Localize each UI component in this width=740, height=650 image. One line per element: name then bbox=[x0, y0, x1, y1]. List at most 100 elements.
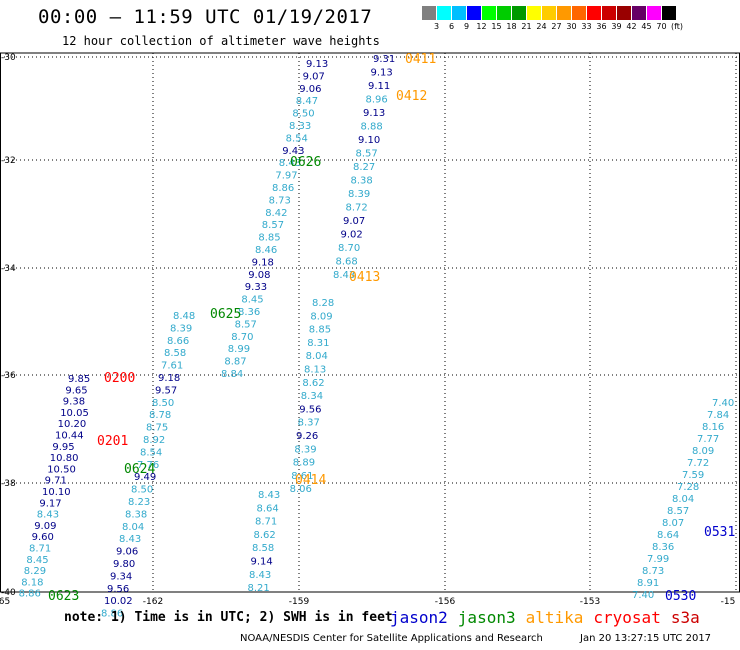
wave-height-value: 8.27 bbox=[353, 162, 375, 173]
wave-height-value: 8.18 bbox=[21, 577, 43, 588]
wave-height-value: 8.04 bbox=[122, 522, 144, 533]
wave-height-value: 8.31 bbox=[307, 338, 329, 349]
wave-height-value: 8.86 bbox=[101, 609, 123, 620]
scale-unit: (ft) bbox=[671, 22, 684, 31]
scale-swatch bbox=[452, 6, 467, 20]
x-tick-label: -165 bbox=[0, 597, 10, 607]
wave-height-value: 8.29 bbox=[24, 566, 46, 577]
scale-tick: 39 bbox=[611, 22, 622, 31]
y-tick-label: -34 bbox=[1, 264, 16, 274]
wave-height-value: 8.09 bbox=[692, 446, 714, 457]
wave-height-value: 8.36 bbox=[238, 307, 260, 318]
wave-height-value: 9.49 bbox=[134, 472, 156, 483]
y-tick-label: -32 bbox=[1, 156, 16, 166]
wave-height-value: 8.38 bbox=[351, 176, 373, 187]
wave-height-value: 8.16 bbox=[702, 422, 724, 433]
wave-height-value: 8.38 bbox=[125, 509, 147, 520]
scale-swatch bbox=[527, 6, 542, 20]
wave-height-value: 9.65 bbox=[65, 385, 87, 396]
wave-height-value: 8.04 bbox=[306, 351, 328, 362]
wave-height-value: 9.02 bbox=[341, 230, 363, 241]
wave-height-value: 8.28 bbox=[312, 298, 334, 309]
wave-height-value: 9.33 bbox=[245, 282, 267, 293]
wave-height-value: 8.34 bbox=[301, 391, 323, 402]
wave-height-value: 8.85 bbox=[309, 325, 331, 336]
wave-height-value: 8.64 bbox=[657, 530, 679, 541]
wave-height-value: 8.33 bbox=[289, 121, 311, 132]
wave-height-value: 8.21 bbox=[248, 583, 270, 594]
track-id-label: 0531 bbox=[704, 525, 735, 540]
scale-swatch bbox=[422, 6, 437, 20]
wave-height-value: 9.07 bbox=[303, 71, 325, 82]
wave-height-value: 8.50 bbox=[131, 485, 153, 496]
x-tick-label: -156 bbox=[435, 597, 456, 607]
scale-swatch bbox=[467, 6, 482, 20]
wave-height-value: 9.43 bbox=[282, 146, 304, 157]
wave-height-value: 8.87 bbox=[224, 357, 246, 368]
wave-height-value: 8.48 bbox=[173, 311, 195, 322]
wave-height-value: 8.37 bbox=[298, 418, 320, 429]
wave-height-value: 9.07 bbox=[343, 216, 365, 227]
wave-height-value: 9.13 bbox=[371, 68, 393, 79]
scale-tick: 3 bbox=[433, 22, 440, 31]
wave-height-value: 8.43 bbox=[37, 510, 59, 521]
wave-height-value: 9.06 bbox=[116, 547, 138, 558]
scale-tick: 24 bbox=[536, 22, 547, 31]
wave-height-value: 8.43 bbox=[249, 570, 271, 581]
scale-tick: 45 bbox=[641, 22, 652, 31]
scale-swatch bbox=[602, 6, 617, 20]
wave-height-value: 9.80 bbox=[113, 559, 135, 570]
wave-height-value: 8.57 bbox=[235, 319, 257, 330]
track-id-label: 0411 bbox=[405, 52, 436, 67]
y-tick-label: -36 bbox=[1, 371, 16, 381]
wave-height-value: 8.72 bbox=[346, 203, 368, 214]
wave-height-value: 9.31 bbox=[373, 54, 395, 65]
map-frame bbox=[0, 52, 740, 593]
scale-tick: 33 bbox=[581, 22, 592, 31]
wave-height-value: 10.50 bbox=[47, 464, 76, 475]
track-id-label: 0624 bbox=[124, 462, 155, 477]
wave-height-value: 8.57 bbox=[356, 149, 378, 160]
page-title: 00:00 – 11:59 UTC 01/19/2017 bbox=[38, 6, 373, 28]
wave-height-value: 8.43 bbox=[333, 270, 355, 281]
wave-height-value: 8.62 bbox=[254, 530, 276, 541]
footnote: note: 1) Time is in UTC; 2) SWH is in fe… bbox=[64, 610, 393, 625]
track-id-label: 0623 bbox=[48, 589, 79, 604]
scale-tick: 6 bbox=[448, 22, 455, 31]
wave-height-value: 8.71 bbox=[29, 544, 51, 555]
wave-height-value: 8.45 bbox=[241, 295, 263, 306]
wave-height-value: 8.84 bbox=[221, 369, 243, 380]
wave-height-value: 8.71 bbox=[255, 517, 277, 528]
scale-swatch bbox=[572, 6, 587, 20]
wave-height-value: 8.78 bbox=[149, 410, 171, 421]
wave-height-value: 7.40 bbox=[712, 398, 734, 409]
wave-height-value: 8.45 bbox=[26, 555, 48, 566]
scale-tick: 30 bbox=[566, 22, 577, 31]
wave-height-value: 7.72 bbox=[687, 458, 709, 469]
wave-height-value: 8.89 bbox=[293, 458, 315, 469]
x-tick-label: -159 bbox=[289, 597, 310, 607]
x-tick-label: -162 bbox=[143, 597, 163, 607]
wave-height-value: 8.47 bbox=[296, 96, 318, 107]
scale-tick: 21 bbox=[521, 22, 532, 31]
wave-height-value: 8.92 bbox=[143, 435, 165, 446]
axis-labels: -165 -162 -159 -156 -153 -15 -30 -32 -34 -36 -38 -4… bbox=[0, 53, 735, 607]
wave-height-value: 9.13 bbox=[363, 108, 385, 119]
wave-height-value: 8.62 bbox=[302, 378, 324, 389]
wave-height-value: 9.60 bbox=[32, 532, 54, 543]
wave-height-value: 8.50 bbox=[292, 109, 314, 120]
credit-line: NOAA/NESDIS Center for Satellite Applica… bbox=[240, 633, 543, 644]
wave-height-value: 8.58 bbox=[164, 348, 186, 359]
wave-height-value: 8.07 bbox=[662, 518, 684, 529]
legend-jason2: jason2 bbox=[390, 608, 448, 627]
track-id-label: 0530 bbox=[665, 589, 696, 604]
wave-height-value: 8.43 bbox=[119, 534, 141, 545]
color-scale-swatches bbox=[422, 6, 683, 20]
track-id-label: 0625 bbox=[210, 307, 241, 322]
scale-swatch bbox=[482, 6, 497, 20]
scale-tick: 15 bbox=[491, 22, 502, 31]
wave-height-value: 9.26 bbox=[296, 431, 318, 442]
legend-jason3: jason3 bbox=[457, 608, 516, 627]
wave-height-value: 8.58 bbox=[252, 543, 274, 554]
wave-height-value: 8.43 bbox=[279, 158, 301, 169]
